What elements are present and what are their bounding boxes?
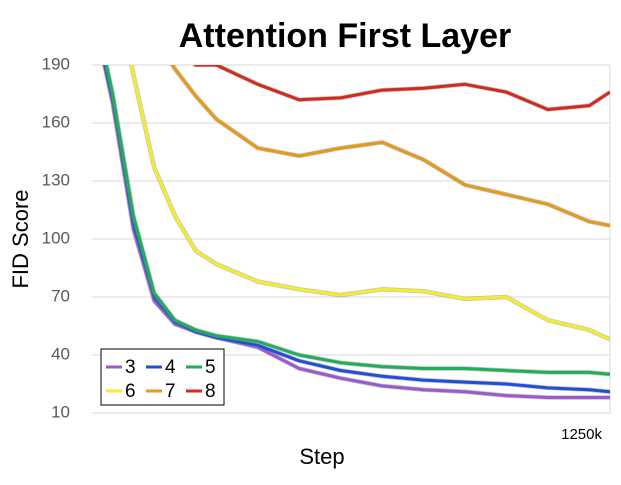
- y-tick-label: 70: [51, 286, 70, 305]
- y-tick-label: 160: [42, 112, 70, 131]
- y-tick-label: 130: [42, 170, 70, 189]
- legend-label: 3: [125, 357, 136, 378]
- y-tick-label: 190: [42, 54, 70, 73]
- series-line: [104, 65, 610, 376]
- legend-label: 4: [165, 357, 176, 378]
- legend-label: 7: [165, 381, 176, 402]
- x-tick-label: 1250k: [561, 426, 602, 443]
- legend-box: [100, 348, 225, 406]
- legend: 3 4 5 6 7 8: [100, 348, 225, 406]
- x-axis-label: Step: [299, 444, 344, 469]
- chart-title: Attention First Layer: [179, 17, 511, 55]
- legend-label: 5: [205, 357, 216, 378]
- y-tick-label: 100: [42, 228, 70, 247]
- legend-label: 6: [125, 381, 136, 402]
- series-line: [193, 65, 610, 111]
- y-tick-label: 10: [51, 402, 70, 421]
- y-axis-label: FID Score: [8, 189, 33, 288]
- plot-area: [102, 65, 610, 400]
- series-line: [170, 65, 610, 227]
- y-tick-label: 40: [51, 344, 70, 363]
- legend-label: 8: [205, 381, 216, 402]
- series-line: [129, 65, 610, 341]
